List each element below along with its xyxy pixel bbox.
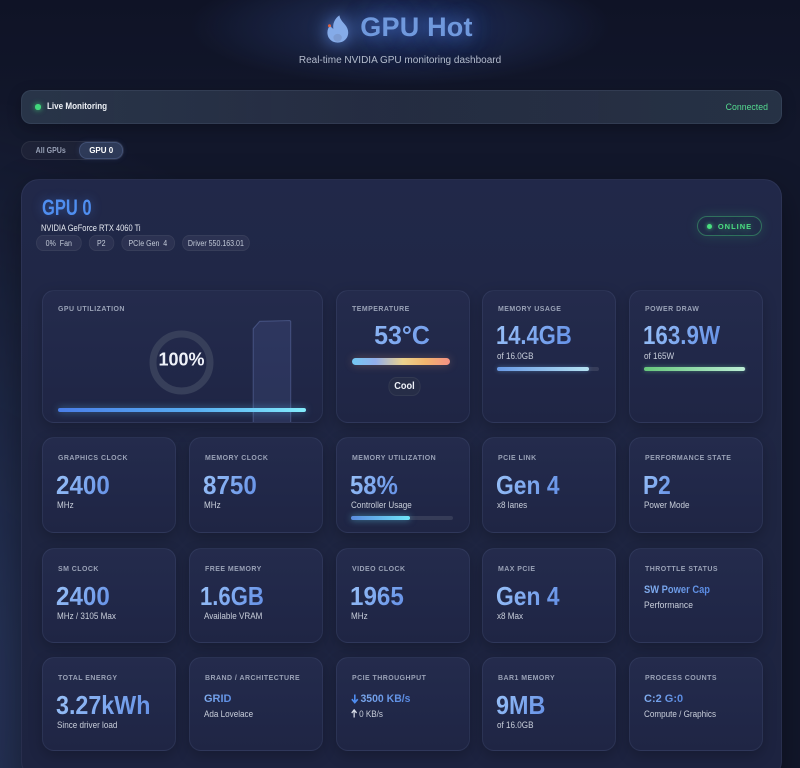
svg-text:100%: 100%: [158, 350, 204, 370]
